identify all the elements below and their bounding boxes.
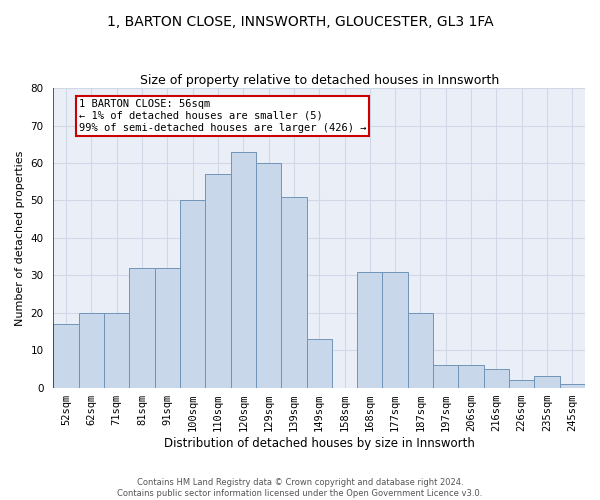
Bar [560,384,585,388]
Title: Size of property relative to detached houses in Innsworth: Size of property relative to detached ho… [140,74,499,87]
Bar [256,163,281,388]
Bar [484,369,509,388]
Bar [382,272,408,388]
Text: 1 BARTON CLOSE: 56sqm
← 1% of detached houses are smaller (5)
99% of semi-detach: 1 BARTON CLOSE: 56sqm ← 1% of detached h… [79,100,366,132]
X-axis label: Distribution of detached houses by size in Innsworth: Distribution of detached houses by size … [164,437,475,450]
Bar [433,365,458,388]
Bar [535,376,560,388]
Bar [281,196,307,388]
Text: 1, BARTON CLOSE, INNSWORTH, GLOUCESTER, GL3 1FA: 1, BARTON CLOSE, INNSWORTH, GLOUCESTER, … [107,15,493,29]
Bar [458,365,484,388]
Bar [130,268,155,388]
Bar [357,272,382,388]
Bar [180,200,205,388]
Bar [230,152,256,388]
Bar [408,313,433,388]
Bar [104,313,130,388]
Bar [307,339,332,388]
Bar [155,268,180,388]
Bar [53,324,79,388]
Bar [509,380,535,388]
Bar [79,313,104,388]
Text: Contains HM Land Registry data © Crown copyright and database right 2024.
Contai: Contains HM Land Registry data © Crown c… [118,478,482,498]
Y-axis label: Number of detached properties: Number of detached properties [15,150,25,326]
Bar [205,174,230,388]
